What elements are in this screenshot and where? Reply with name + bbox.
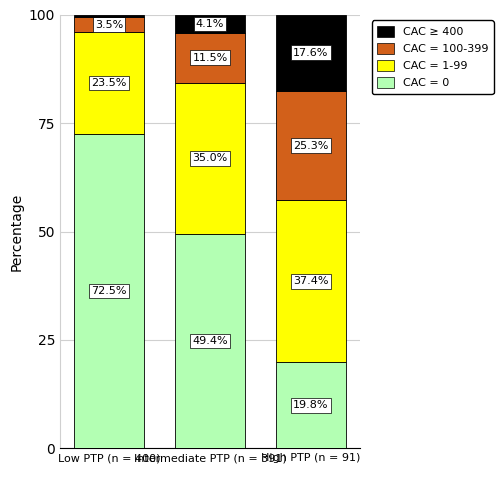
Bar: [74, 32, 144, 134]
Text: 35.0%: 35.0%: [192, 153, 228, 163]
Text: 3.5%: 3.5%: [95, 20, 123, 30]
Y-axis label: Percentage: Percentage: [9, 192, 23, 271]
Text: 49.4%: 49.4%: [192, 336, 228, 346]
Text: 19.8%: 19.8%: [294, 400, 329, 410]
Text: 25.3%: 25.3%: [294, 140, 328, 150]
Bar: [174, 15, 246, 33]
Bar: [276, 200, 346, 363]
Text: 11.5%: 11.5%: [192, 53, 228, 63]
Bar: [74, 134, 144, 448]
Bar: [74, 15, 144, 17]
Bar: [276, 91, 346, 200]
Text: 4.1%: 4.1%: [196, 19, 224, 29]
Legend: CAC ≥ 400, CAC = 100-399, CAC = 1-99, CAC = 0: CAC ≥ 400, CAC = 100-399, CAC = 1-99, CA…: [372, 20, 494, 94]
Bar: [174, 234, 246, 448]
Bar: [276, 363, 346, 448]
Bar: [276, 14, 346, 91]
Text: 17.6%: 17.6%: [294, 48, 328, 58]
Text: 37.4%: 37.4%: [294, 276, 329, 286]
Bar: [74, 17, 144, 32]
Bar: [174, 33, 246, 83]
Text: 72.5%: 72.5%: [91, 286, 126, 296]
Bar: [174, 83, 246, 234]
Text: 23.5%: 23.5%: [92, 78, 126, 88]
